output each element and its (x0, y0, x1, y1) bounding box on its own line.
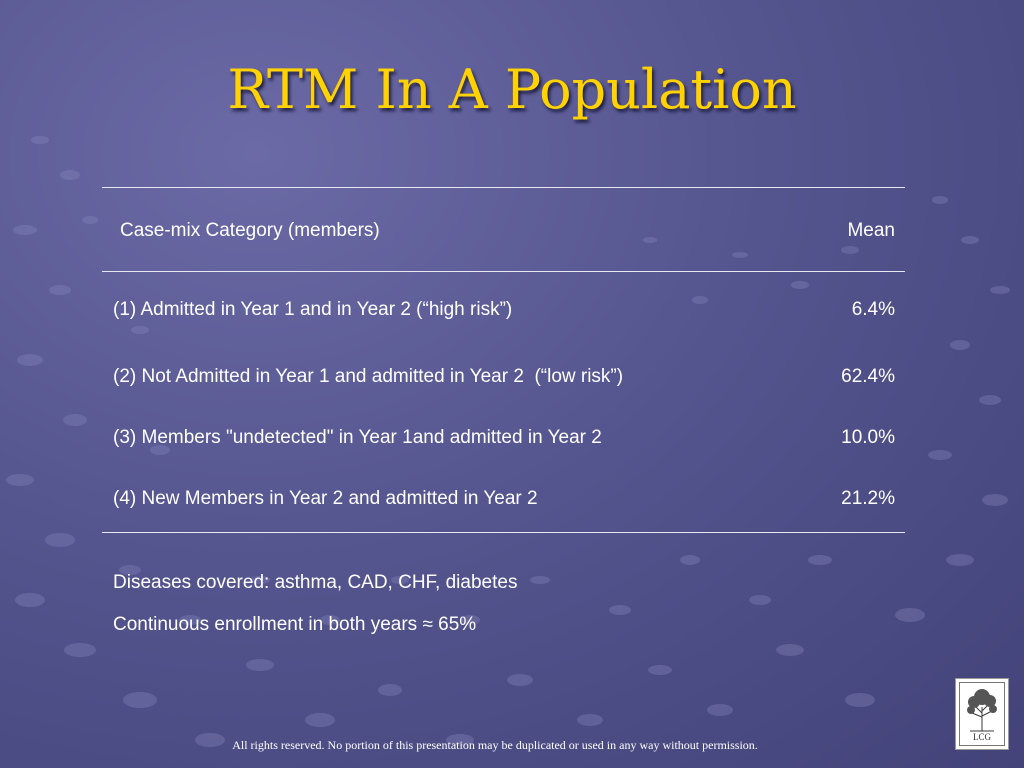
row-label: (4) New Members in Year 2 and admitted i… (113, 488, 538, 509)
table-top-rule (102, 187, 905, 188)
slide-title: RTM In A Population (227, 58, 797, 121)
lcg-logo: LCG (955, 678, 1009, 750)
row-mean: 21.2% (841, 488, 895, 509)
table-header-rule (102, 271, 905, 272)
mean-column-header: Mean (847, 220, 895, 241)
row-mean: 10.0% (841, 427, 895, 448)
row-label: (1) Admitted in Year 1 and in Year 2 (“h… (113, 299, 513, 320)
table-bottom-rule (102, 532, 905, 533)
diseases-note: Diseases covered: asthma, CAD, CHF, diab… (113, 572, 518, 593)
category-column-header: Case-mix Category (members) (120, 220, 380, 241)
row-label: (3) Members "undetected" in Year 1and ad… (113, 427, 602, 448)
enrollment-note: Continuous enrollment in both years ≈ 65… (113, 614, 477, 635)
logo-text: LCG (973, 732, 991, 742)
tree-icon (967, 689, 997, 732)
row-label: (2) Not Admitted in Year 1 and admitted … (113, 366, 624, 387)
copyright-footer: All rights reserved. No portion of this … (232, 738, 758, 752)
row-mean: 6.4% (851, 299, 895, 320)
row-mean: 62.4% (841, 366, 895, 387)
